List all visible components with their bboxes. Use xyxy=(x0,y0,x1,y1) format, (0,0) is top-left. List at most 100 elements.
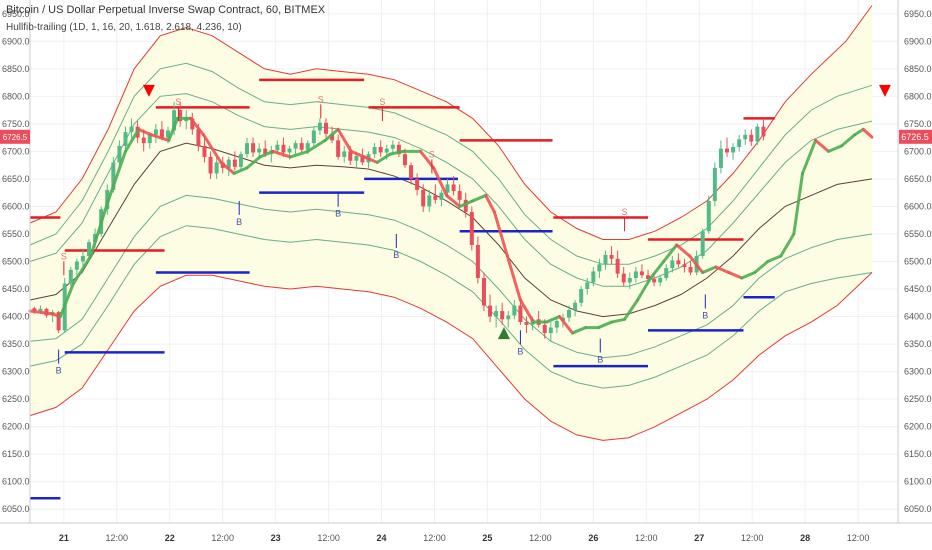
fib-band-line xyxy=(29,194,873,359)
hull-segment xyxy=(827,144,844,153)
candle-body xyxy=(603,254,608,265)
candle-body xyxy=(117,145,122,163)
hull-segment xyxy=(106,149,127,203)
hull-segment xyxy=(388,149,405,156)
candle-body xyxy=(87,242,92,256)
hull-segment xyxy=(349,149,366,159)
candle-body xyxy=(245,143,249,155)
candle-body xyxy=(305,143,310,150)
y-tick-label-left: 6300.0 xyxy=(2,367,30,377)
hull-segment xyxy=(688,254,705,275)
candle-body xyxy=(712,167,717,201)
hull-segment xyxy=(610,317,627,324)
y-tick-label-right: 6500.0 xyxy=(904,257,932,267)
candle-body xyxy=(360,155,365,163)
x-tick-label: 26 xyxy=(588,533,598,543)
y-tick-label-left: 6700.0 xyxy=(2,146,30,156)
candle-body xyxy=(32,308,37,312)
candle-body xyxy=(469,211,474,245)
candle-body xyxy=(226,159,231,168)
buy-signal-label: B xyxy=(517,346,523,356)
candle-body xyxy=(755,126,760,142)
candle-body xyxy=(238,154,243,167)
y-tick-label-left: 6400.0 xyxy=(2,312,30,322)
hull-segment xyxy=(571,326,588,335)
candle-body xyxy=(354,155,359,161)
y-tick-label-right: 6300.0 xyxy=(904,367,932,377)
candle-body xyxy=(725,148,730,153)
y-tick-label-left: 6150.0 xyxy=(2,449,30,459)
candle-body xyxy=(646,275,651,280)
buy-triangle-icon xyxy=(497,327,510,340)
candle-body xyxy=(627,278,632,283)
candle-body xyxy=(718,148,723,168)
buy-signal-label: B xyxy=(702,311,708,321)
candle-body xyxy=(524,322,529,325)
candle-body xyxy=(257,148,262,153)
candle-body xyxy=(281,144,286,153)
hull-segment xyxy=(458,199,475,208)
candle-body xyxy=(749,134,754,142)
x-tick-label: 12:00 xyxy=(211,533,234,543)
candle-body xyxy=(639,271,644,276)
hull-segment xyxy=(189,116,206,137)
y-tick-label-left: 6450.0 xyxy=(2,284,30,294)
x-tick-label: 12:00 xyxy=(106,533,129,543)
candle-body xyxy=(111,162,116,190)
y-tick-label-right: 6250.0 xyxy=(904,394,932,404)
hull-segment xyxy=(701,265,718,275)
candle-body xyxy=(372,146,377,155)
x-tick-label: 28 xyxy=(800,533,810,543)
buy-signal-label: B xyxy=(393,250,399,260)
y-tick-label-right: 6750.0 xyxy=(904,119,932,129)
hull-segment xyxy=(150,133,171,142)
y-tick-label-right: 6800.0 xyxy=(904,91,932,101)
candle-body xyxy=(427,195,432,207)
candle-body xyxy=(232,159,237,167)
candle-body xyxy=(554,320,559,328)
candle-body xyxy=(402,154,407,166)
hull-segment xyxy=(792,171,805,236)
candle-body xyxy=(494,311,499,317)
candle-body xyxy=(384,148,389,153)
candle-body xyxy=(743,134,748,140)
candle-body xyxy=(68,269,73,284)
y-tick-label-left: 6850.0 xyxy=(2,64,30,74)
candle-body xyxy=(293,143,298,149)
candle-body xyxy=(202,145,207,157)
candle-body xyxy=(123,132,128,146)
candle-body xyxy=(214,162,219,174)
hull-segment xyxy=(219,160,236,175)
candle-body xyxy=(706,200,711,232)
x-tick-label: 27 xyxy=(694,533,704,543)
sell-signal-label: S xyxy=(622,207,628,217)
hull-segment xyxy=(484,193,496,214)
sell-signal-label: S xyxy=(175,97,181,107)
x-tick-label: 21 xyxy=(59,533,69,543)
candle-body xyxy=(421,189,426,207)
hull-segment xyxy=(258,149,275,159)
y-tick-label-right: 6350.0 xyxy=(904,339,932,349)
candle-body xyxy=(457,191,462,200)
hull-segment xyxy=(123,127,140,153)
candle-body xyxy=(415,178,420,190)
candle-body xyxy=(141,137,146,144)
x-tick-label: 23 xyxy=(271,533,281,543)
hull-segment xyxy=(271,149,292,159)
candle-body xyxy=(688,267,693,273)
buy-signal-label: B xyxy=(335,209,341,219)
hull-segment xyxy=(306,138,327,153)
candle-body xyxy=(159,129,164,138)
y-tick-label-left: 6750.0 xyxy=(2,119,30,129)
hull-segment xyxy=(740,271,757,280)
hull-segment xyxy=(362,155,379,164)
candle-body xyxy=(336,140,341,157)
hull-segment xyxy=(202,133,223,164)
candle-body xyxy=(439,192,444,200)
hull-segment xyxy=(71,254,93,286)
x-tick-label: 24 xyxy=(377,533,387,543)
candle-body xyxy=(451,184,456,192)
hull-segment xyxy=(636,276,653,302)
buy-signal-label: B xyxy=(56,366,62,376)
